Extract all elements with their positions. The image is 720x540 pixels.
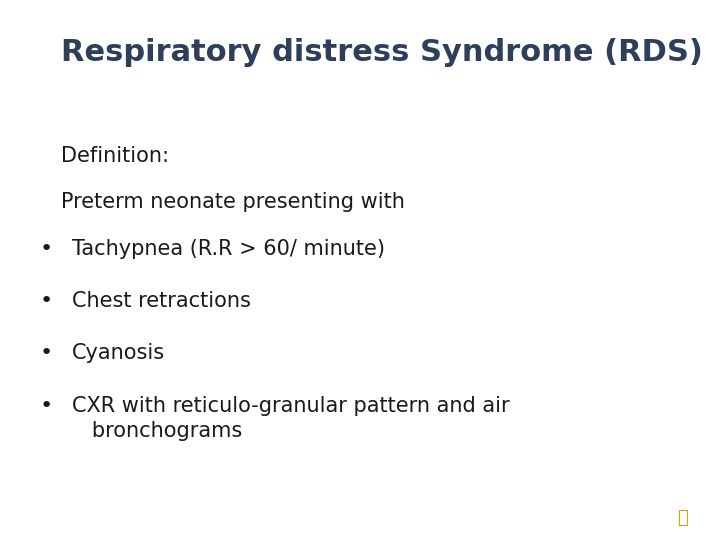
Text: Cyanosis: Cyanosis (72, 343, 165, 363)
Text: CXR with reticulo-granular pattern and air
   bronchograms: CXR with reticulo-granular pattern and a… (72, 396, 510, 441)
Text: •: • (40, 396, 53, 416)
Text: Definition:: Definition: (61, 146, 169, 166)
Text: Tachypnea (R.R > 60/ minute): Tachypnea (R.R > 60/ minute) (72, 239, 385, 259)
Text: Respiratory distress Syndrome (RDS): Respiratory distress Syndrome (RDS) (61, 38, 703, 67)
Text: •: • (40, 239, 53, 259)
Text: •: • (40, 343, 53, 363)
Text: 🔈: 🔈 (677, 509, 688, 526)
Text: Preterm neonate presenting with: Preterm neonate presenting with (61, 192, 405, 212)
Text: Chest retractions: Chest retractions (72, 291, 251, 311)
Text: •: • (40, 291, 53, 311)
